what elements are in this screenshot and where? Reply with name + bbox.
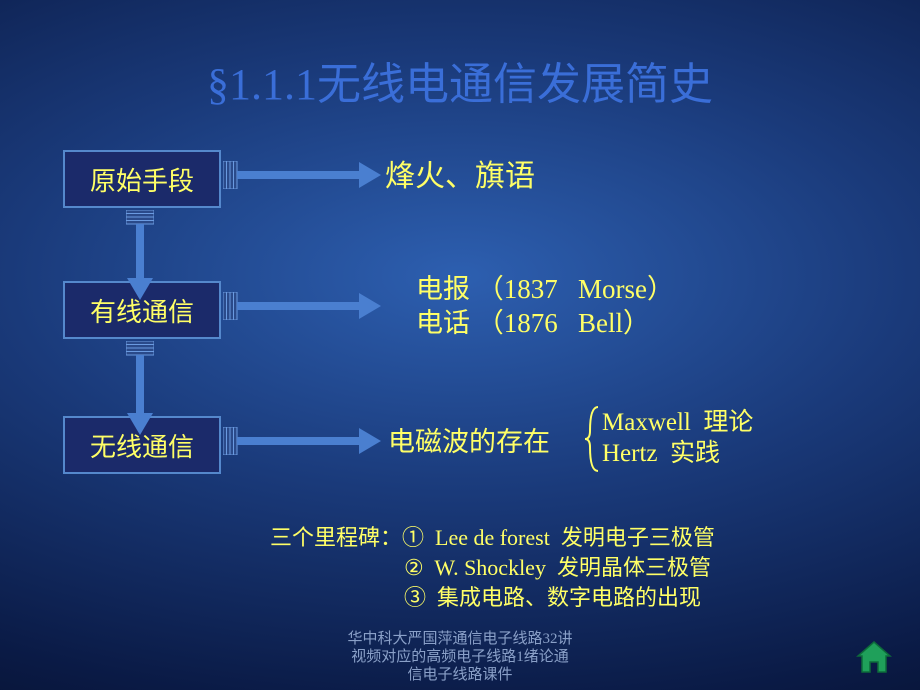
- arrow-down-2: [126, 341, 154, 435]
- home-icon[interactable]: [854, 640, 894, 676]
- footer-line1: 华中科大严国萍通信电子线路32讲: [347, 631, 572, 647]
- text-telegraph: 电报 （1837 Morse） 电话 （1876 Bell）: [416, 273, 674, 341]
- arrow-down-1: [126, 210, 154, 300]
- milestone-1: 三个里程碑：① Lee de forest 发明电子三极管: [270, 524, 715, 552]
- milestone-2: ② W. Shockley 发明晶体三极管: [404, 554, 711, 582]
- milestone-3: ③ 集成电路、数字电路的出现: [404, 584, 701, 612]
- footer-line2: 视频对应的高频电子线路1绪论通: [351, 649, 569, 665]
- text-em-wave: 电磁波的存在: [388, 426, 550, 460]
- slide-title: §1.1.1无线电通信发展简史: [0, 48, 920, 112]
- text-maxwell-hertz: Maxwell 理论 Hertz 实践: [602, 407, 753, 470]
- footer-line3: 信电子线路课件: [407, 667, 512, 683]
- box-label: 原始手段: [90, 161, 194, 198]
- footer-text: 华中科大严国萍通信电子线路32讲 视频对应的高频电子线路1绪论通 信电子线路课件: [0, 630, 920, 684]
- box-primitive: 原始手段: [63, 150, 221, 208]
- curly-bracket: [584, 405, 600, 473]
- arrow-right-3: [223, 427, 395, 455]
- arrow-right-2: [223, 292, 395, 320]
- slide-root: §1.1.1无线电通信发展简史 原始手段 有线通信 无线通信 烽火、旗语 电报 …: [0, 0, 920, 690]
- text-beacon: 烽火、旗语: [385, 158, 535, 196]
- arrow-right-1: [223, 161, 395, 189]
